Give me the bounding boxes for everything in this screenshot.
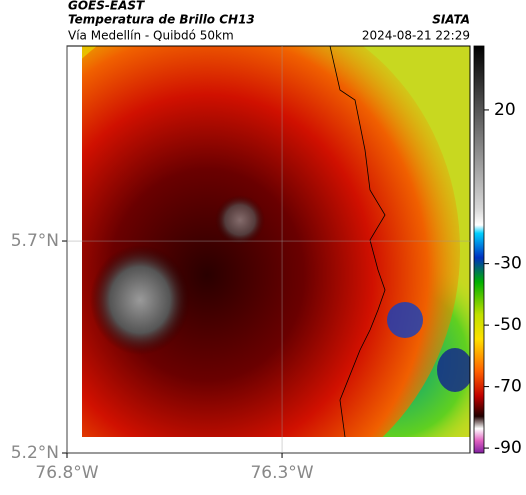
lat-tick-label: 5.7°N [11,231,59,251]
colorbar-tick-label: 20 [494,100,516,120]
lon-tick-label: 76.8°W [35,463,98,483]
source: SIATA [432,13,470,27]
subtitle: Temperatura de Brillo CH13 [68,13,255,27]
lat-tick-label: 5.2°N [11,443,59,463]
route: Vía Medellín - Quibdó 50km [68,29,234,43]
datetime: 2024-08-21 22:29 [362,29,470,43]
colorbar-tick-label: -70 [494,377,522,397]
colorbar-tick-label: -30 [494,254,522,274]
colorbar-tick-label: -50 [494,315,522,335]
lon-tick-label: 76.3°W [250,463,313,483]
colorbar [473,45,485,454]
title: GOES-EAST [68,0,145,13]
colorbar-tick-label: -90 [494,438,522,458]
satellite-image [82,46,470,437]
